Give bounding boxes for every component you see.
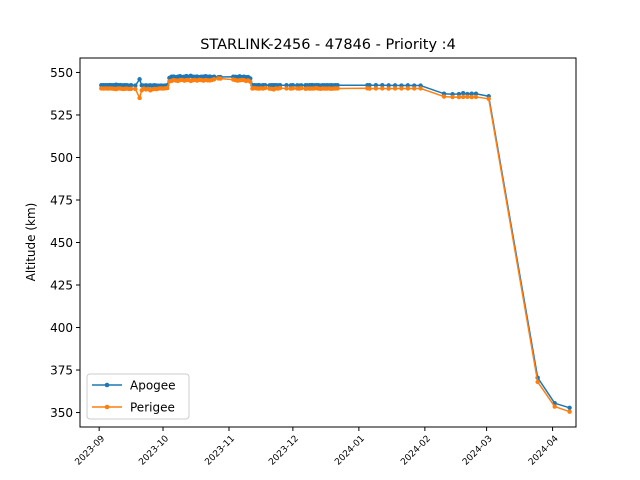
point-perigee [290,86,296,91]
y-axis-ticks: 350 375 400 425 450 475 500 525 550 [50,66,80,420]
point-perigee [465,94,470,99]
legend-apogee-marker [104,382,110,388]
point-apogee [290,83,296,88]
point-perigee [567,409,572,414]
y-tick-label: 450 [50,236,73,250]
y-tick-label: 525 [50,108,73,122]
point-apogee [567,405,572,410]
point-perigee [367,86,372,91]
point-perigee [392,86,398,91]
point-perigee [263,85,268,91]
point-apogee [405,83,411,88]
point-perigee [473,94,479,100]
y-tick-label: 550 [50,66,73,80]
point-apogee [137,77,142,82]
point-apogee [386,83,391,88]
point-apogee [367,83,372,88]
point-apogee [335,83,340,88]
y-tick-label: 375 [50,364,73,378]
point-apogee [456,91,462,97]
point-apogee [373,83,379,88]
legend: Apogee Perigee [86,373,190,420]
point-perigee [456,94,462,100]
point-perigee [418,86,423,91]
point-perigee [405,86,411,91]
y-tick-label: 475 [50,193,73,207]
point-perigee [211,77,217,82]
point-perigee [248,79,253,84]
point-perigee [469,94,474,100]
y-tick-label: 500 [50,151,73,165]
point-perigee [380,86,385,91]
point-perigee [373,86,379,91]
legend-perigee-label: Perigee [130,401,175,415]
point-perigee [486,96,491,102]
point-perigee [137,95,142,101]
point-apogee [392,83,398,88]
y-tick-label: 350 [50,406,73,420]
point-perigee [412,86,417,91]
plot-frame [79,57,577,428]
point-apogee [460,91,466,96]
legend-apogee-label: Apogee [130,379,176,393]
point-perigee [128,86,134,91]
point-perigee [450,94,455,100]
point-perigee [399,86,404,91]
point-apogee [469,91,474,96]
series-layer [99,73,572,414]
point-perigee [133,86,138,92]
point-perigee [441,94,447,99]
point-perigee [335,86,340,91]
point-perigee [535,379,540,385]
chart-title: STARLINK-2456 - 47846 - Priority :4 [200,37,456,53]
point-perigee [277,85,283,91]
point-perigee [552,404,557,409]
point-perigee [284,86,289,91]
y-axis-label: Altitude (km) [24,203,38,282]
point-perigee [299,85,304,91]
y-tick-label: 400 [50,321,73,335]
point-apogee [380,83,385,88]
point-perigee [386,86,391,91]
point-apogee [473,91,479,96]
point-perigee [165,85,170,91]
point-perigee [218,76,223,81]
point-apogee [284,83,289,88]
point-perigee [460,94,466,100]
y-tick-label: 425 [50,279,73,293]
legend-perigee-marker [104,404,110,410]
point-apogee [133,83,138,88]
point-apogee [128,83,134,88]
